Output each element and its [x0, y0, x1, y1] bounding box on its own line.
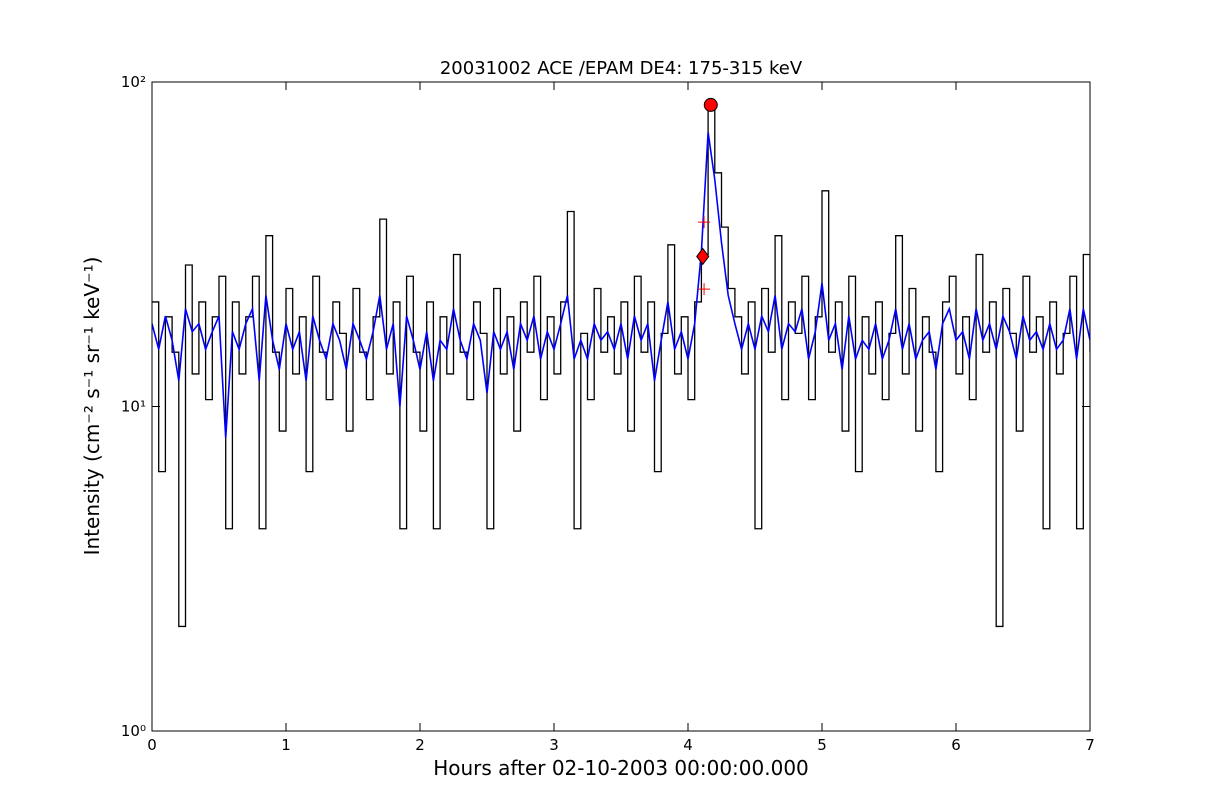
- marker-plus: [698, 216, 711, 229]
- marker-diamond: [696, 247, 710, 266]
- x-tick-label: 4: [683, 736, 693, 754]
- plot-frame: [151, 81, 1091, 732]
- y-tick-label: 10¹: [121, 398, 146, 416]
- data-line: [152, 132, 1090, 438]
- x-axis-label: Hours after 02-10-2003 00:00:00.000: [433, 756, 809, 780]
- chart-title: 20031002 ACE /EPAM DE4: 175-315 keV: [440, 58, 803, 79]
- marker-circle: [703, 97, 718, 112]
- marker-plus: [698, 283, 711, 296]
- y-tick-label: 10⁰: [121, 722, 146, 740]
- x-tick-label: 3: [549, 736, 559, 754]
- x-tick-label: 7: [1085, 736, 1095, 754]
- y-tick-label: 10²: [121, 73, 146, 91]
- x-tick-label: 0: [147, 736, 157, 754]
- x-tick-label: 6: [951, 736, 961, 754]
- data-line: [152, 109, 1090, 628]
- x-tick-label: 2: [415, 736, 425, 754]
- x-tick-label: 1: [281, 736, 291, 754]
- y-axis-label: Intensity (cm⁻² s⁻¹ sr⁻¹ keV⁻¹): [80, 257, 104, 556]
- x-tick-label: 5: [817, 736, 827, 754]
